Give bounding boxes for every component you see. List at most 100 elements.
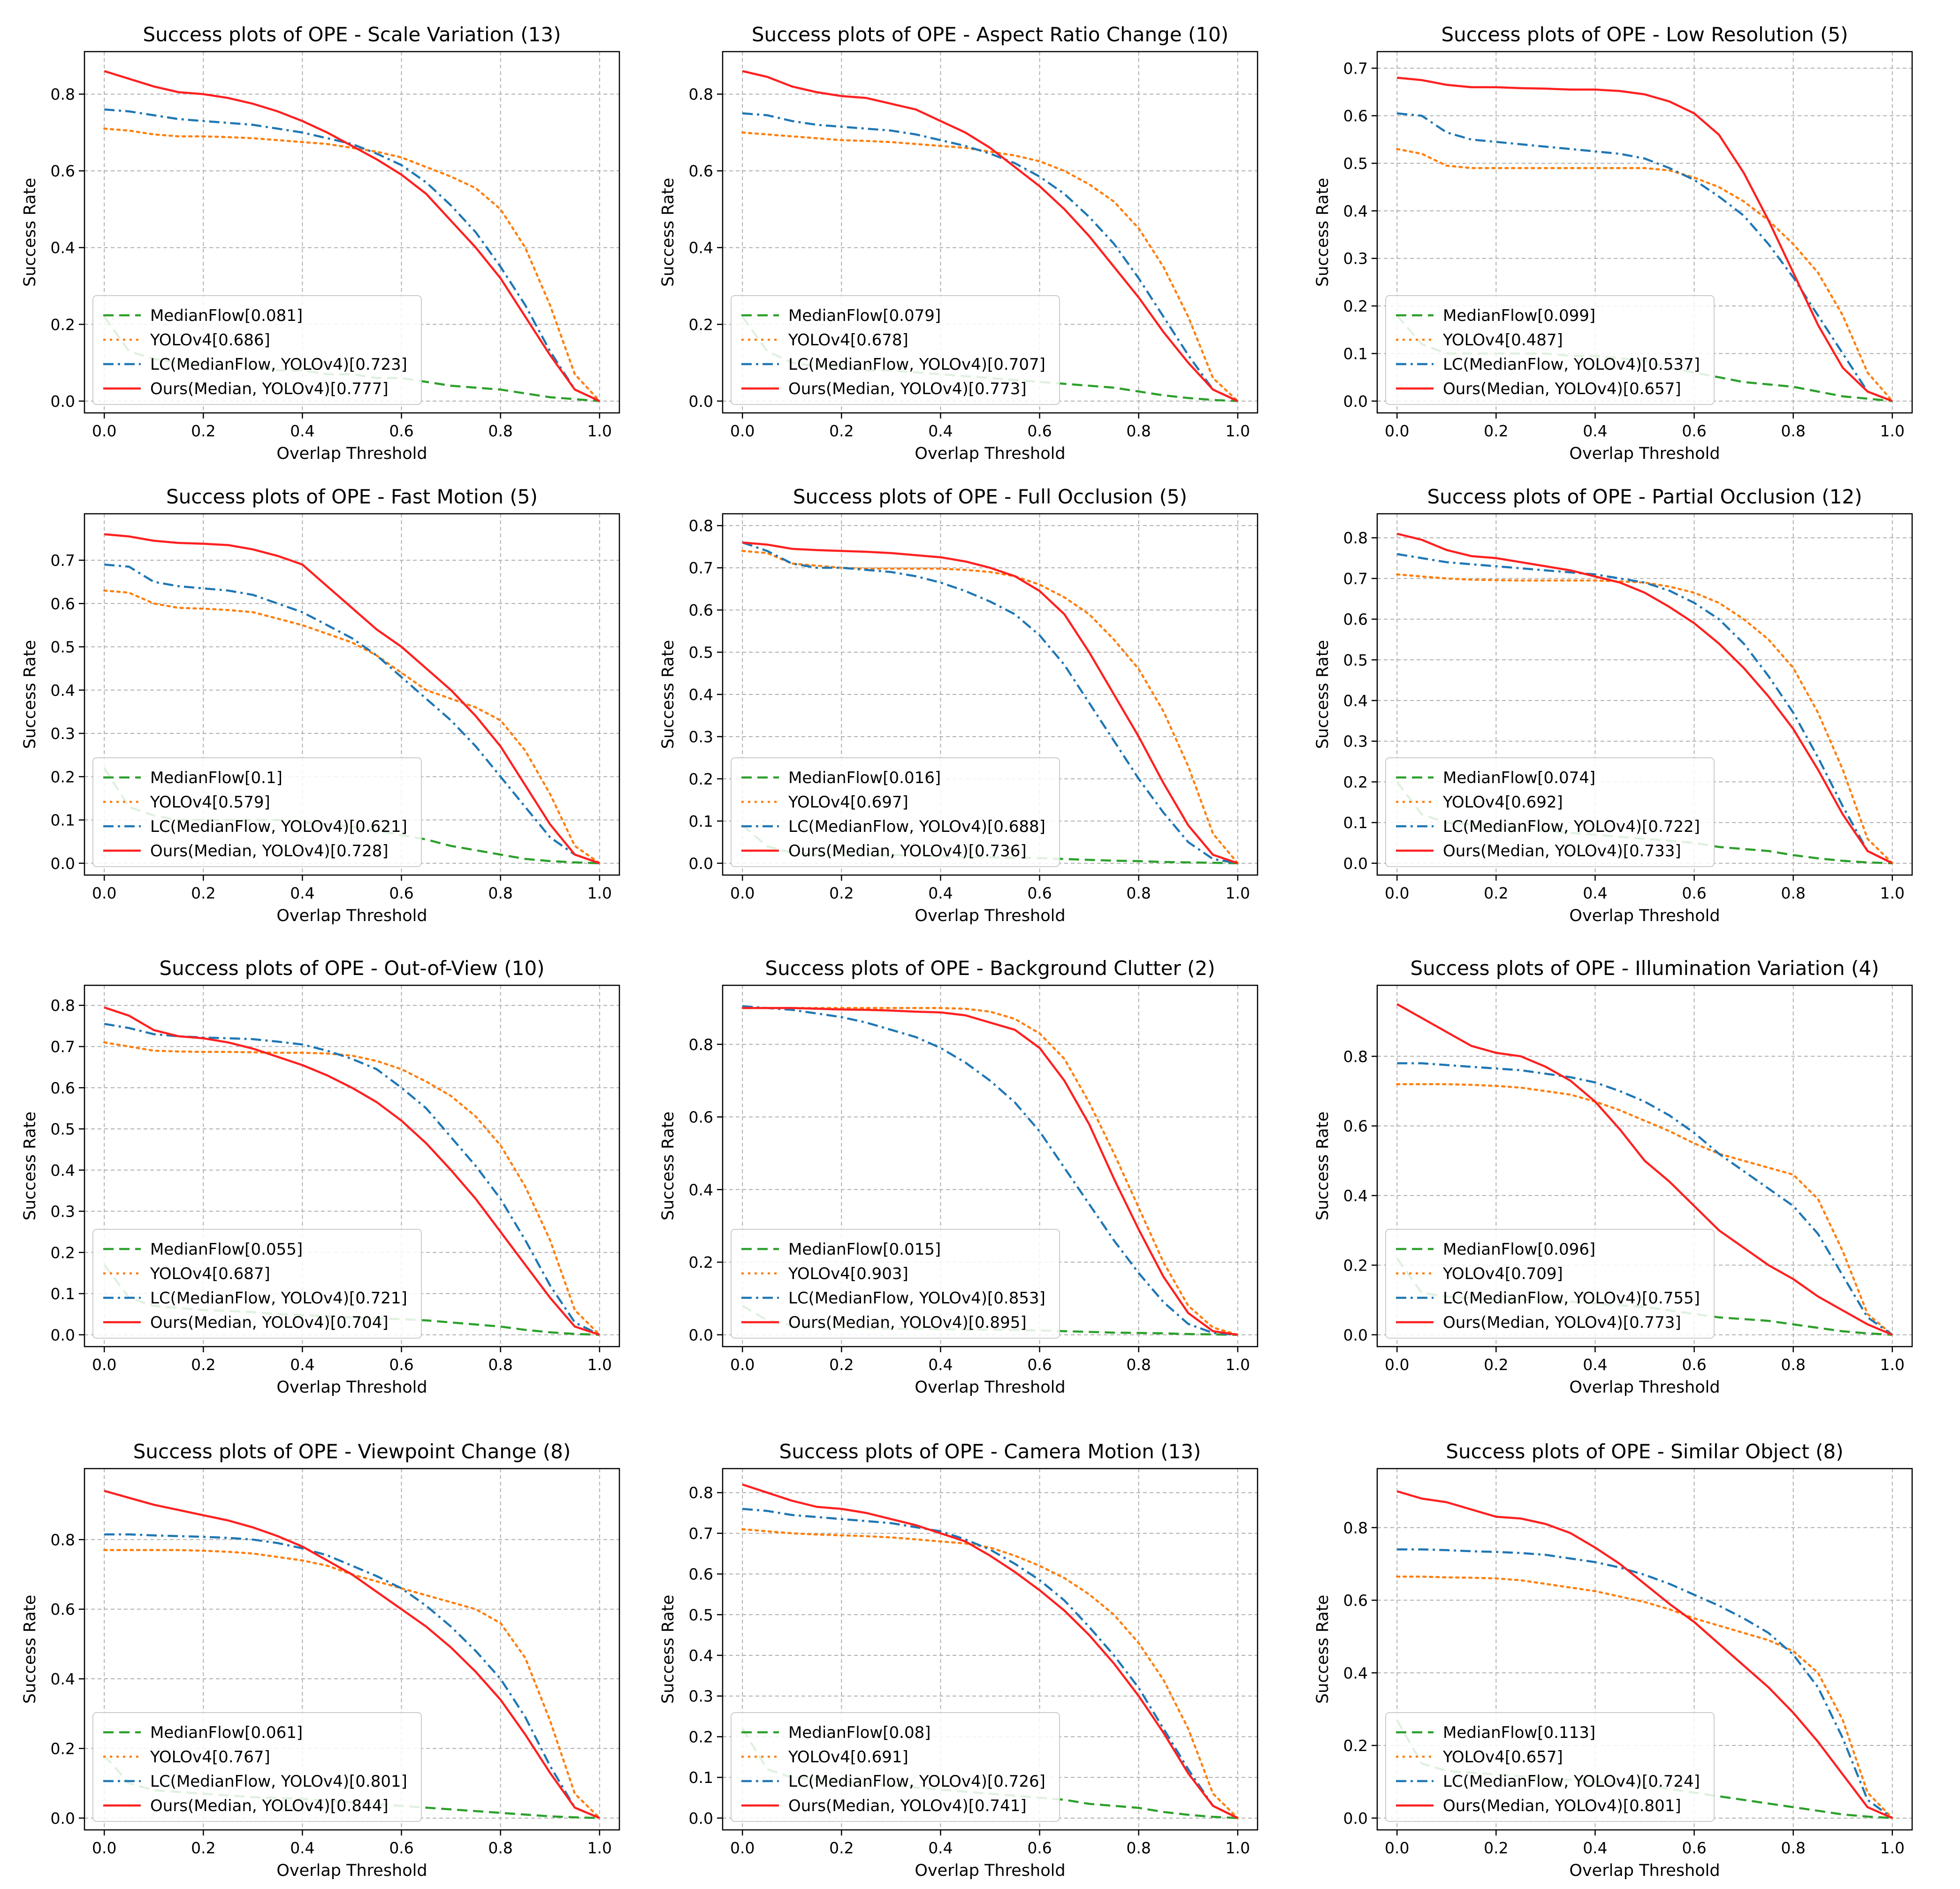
legend-box [731,295,1060,405]
series-line-ours [742,1007,1238,1336]
x-tick-label: 0.6 [1682,1839,1706,1857]
y-tick-label: 0.8 [51,997,75,1015]
x-tick-label: 0.0 [1385,1839,1409,1857]
x-tick-label: 0.8 [488,1839,512,1857]
legend-entry: LC(MedianFlow, YOLOv4)[0.721] [150,1289,407,1308]
series-line-ours [742,70,1238,402]
chart-title: Success plots of OPE - Full Occlusion (5… [793,485,1187,508]
y-tick-label: 0.0 [51,1326,75,1344]
y-tick-label: 0.4 [689,239,713,257]
x-tick-label: 1.0 [587,1839,612,1857]
legend-entry: LC(MedianFlow, YOLOv4)[0.853] [788,1289,1045,1308]
legend-entry: YOLOv4[0.487] [1442,331,1563,350]
y-tick-label: 0.7 [689,559,713,577]
legend-entry: MedianFlow[0.081] [150,306,303,325]
x-tick-label: 0.2 [191,1839,215,1857]
legend-entry: YOLOv4[0.579] [150,793,270,812]
x-tick-label: 1.0 [1226,1839,1250,1857]
y-tick-label: 0.6 [51,1600,75,1619]
legend-entry: MedianFlow[0.016] [788,769,941,787]
legend-entry: YOLOv4[0.767] [150,1748,270,1767]
x-tick-label: 0.8 [1126,1356,1151,1374]
plot-frame [84,51,620,414]
y-tick-label: 0.8 [1343,1047,1368,1066]
legend-entry: LC(MedianFlow, YOLOv4)[0.724] [1443,1772,1700,1791]
x-tick-label: 0.0 [730,1839,755,1857]
chart-panel: 0.0 0.2 0.4 0.6 0.8 1.0 0.0 0.2 0.4 0.6 0.8 Success… [21,1440,620,1880]
y-axis-label: Success Rate [1313,1112,1332,1220]
x-axis-label: Overlap Threshold [276,1861,427,1880]
x-axis-label: Overlap Threshold [1569,1378,1720,1397]
x-tick-label: 1.0 [1880,884,1905,902]
chart-panel: 0.0 0.2 0.4 0.6 0.8 1.0 0.0 0.1 0.2 0.3 0.4 0.5 0.6 0… [659,485,1258,925]
x-tick-label: 0.2 [829,1839,854,1857]
x-axis-label: Overlap Threshold [915,444,1065,463]
chart-title: Success plots of OPE - Similar Object (8… [1446,1440,1843,1463]
x-tick-label: 0.0 [730,884,755,902]
y-tick-label: 0.2 [1343,1737,1368,1755]
legend-entry: Ours(Median, YOLOv4)[0.895] [788,1313,1027,1332]
chart-title: Success plots of OPE - Background Clutte… [765,957,1215,980]
y-tick-label: 0.6 [51,594,75,613]
plot-frame [1376,513,1913,876]
y-tick-label: 0.1 [51,811,75,830]
y-tick-label: 0.8 [689,517,713,535]
y-tick-label: 0.8 [51,1531,75,1549]
y-tick-label: 0.2 [689,1728,713,1746]
x-tick-label: 0.6 [389,1839,413,1857]
x-axis-label: Overlap Threshold [915,906,1065,925]
legend-entry: YOLOv4[0.691] [788,1748,908,1767]
chart-panel: 0.0 0.2 0.4 0.6 0.8 1.0 0.0 0.2 0.4 0.6 0.8 Success… [659,23,1258,463]
y-tick-label: 0.2 [51,1243,75,1262]
y-tick-label: 0.6 [1343,610,1368,629]
series-line-yolov4 [103,589,601,865]
x-tick-label: 1.0 [587,1356,612,1374]
series-line-yolov4 [1396,573,1894,865]
series-line-yolov4 [1396,1083,1894,1336]
x-tick-label: 0.8 [1781,1839,1805,1857]
series-line-yolov4 [1396,148,1894,403]
legend-entry: MedianFlow[0.015] [788,1240,941,1259]
series-line-yolov4 [1396,1575,1894,1820]
series-line-ours [104,533,600,864]
x-tick-label: 0.4 [290,422,314,440]
legend-entry: MedianFlow[0.074] [1443,769,1595,787]
x-axis-label: Overlap Threshold [1569,906,1720,925]
legend-entry: Ours(Median, YOLOv4)[0.773] [788,380,1027,398]
legend-entry: LC(MedianFlow, YOLOv4)[0.755] [1443,1289,1700,1308]
x-tick-label: 0.4 [1583,422,1607,440]
y-tick-label: 0.4 [689,1646,713,1665]
y-tick-label: 0.7 [51,551,75,570]
y-tick-label: 0.0 [689,392,713,411]
series-line-ours [742,541,1238,864]
plot-frame [1376,51,1913,414]
x-tick-label: 0.0 [1385,1356,1409,1374]
x-axis-label: Overlap Threshold [276,1378,427,1397]
x-tick-label: 0.2 [829,422,854,440]
legend-box [1385,295,1715,405]
legend-box [92,1229,422,1339]
legend-box [731,757,1060,867]
y-tick-label: 0.4 [689,1181,713,1199]
y-tick-label: 0.6 [1343,1592,1368,1610]
y-tick-label: 0.3 [51,1203,75,1221]
series-line-lc [742,112,1238,402]
x-tick-label: 0.2 [1484,1839,1508,1857]
legend-box [731,1712,1060,1822]
x-tick-label: 0.4 [928,422,953,440]
y-tick-label: 0.2 [1343,1256,1368,1274]
legend-entry: Ours(Median, YOLOv4)[0.741] [788,1797,1027,1815]
x-tick-label: 1.0 [1226,884,1250,902]
y-tick-label: 0.4 [51,1670,75,1688]
legend-entry: LC(MedianFlow, YOLOv4)[0.726] [788,1772,1045,1791]
y-tick-label: 0.2 [689,1253,713,1272]
series-line-ours [1396,1490,1893,1819]
x-axis-label: Overlap Threshold [915,1378,1065,1397]
legend-entry: Ours(Median, YOLOv4)[0.736] [788,842,1027,861]
legend-entry: LC(MedianFlow, YOLOv4)[0.537] [1443,355,1700,374]
y-tick-label: 0.2 [689,770,713,788]
series-line-lc [104,1022,600,1336]
y-tick-label: 0.1 [689,812,713,830]
x-tick-label: 0.8 [1781,1356,1805,1374]
y-tick-label: 0.8 [1343,529,1368,547]
